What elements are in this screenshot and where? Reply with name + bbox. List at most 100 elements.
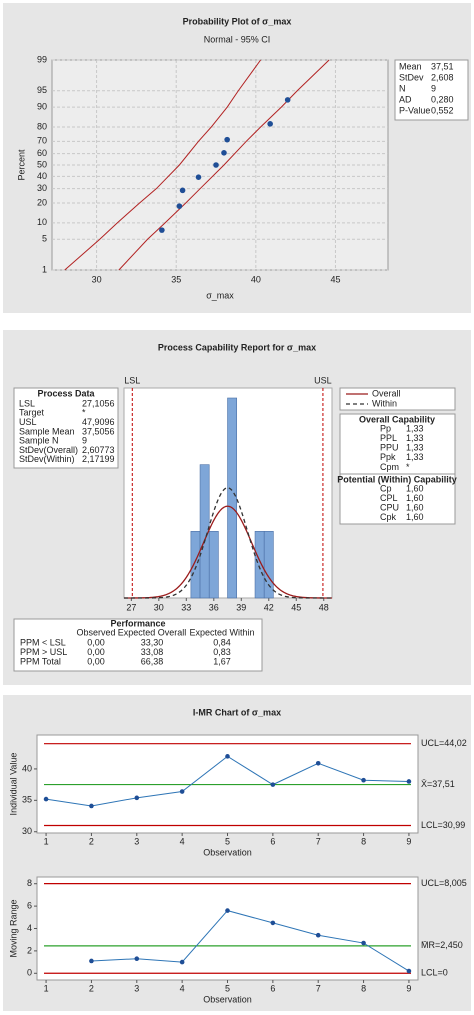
x-tick-label: 40: [251, 274, 261, 284]
ci-bound: [64, 59, 262, 271]
data-point: [89, 803, 94, 809]
y-tick-label: 5: [42, 234, 47, 244]
stats-value: 2,608: [431, 72, 454, 82]
y-tick-label: 8: [27, 878, 32, 888]
x-tick-label: 2: [89, 836, 94, 846]
x-tick-label: 27: [126, 602, 136, 612]
capability-box: [339, 413, 456, 475]
data-point: [134, 795, 140, 801]
density-curve: [124, 505, 332, 599]
x-tick-label: 30: [92, 274, 102, 284]
row-label: Sample N: [19, 436, 59, 446]
y-tick-label: 70: [37, 136, 47, 146]
x-tick-label: 39: [236, 602, 246, 612]
x-tick-label: 7: [316, 836, 321, 846]
x-tick-label: 4: [180, 836, 185, 846]
data-point: [176, 203, 183, 209]
stats-label: P-Value: [399, 105, 430, 115]
x-tick-label: 1: [44, 983, 49, 993]
row-label: PPL: [380, 433, 397, 443]
column-header: Expected Within: [189, 627, 254, 637]
row-label: Cpm: [380, 462, 399, 472]
spec-label: LSL: [124, 375, 140, 385]
row-value: 1,60: [406, 483, 424, 493]
cell: 0,00: [87, 647, 105, 657]
x-axis-label: Observation: [203, 994, 252, 1004]
cell: 0,00: [87, 637, 105, 647]
data-point: [159, 227, 165, 233]
data-point: [224, 136, 230, 143]
row-label: Pp: [380, 423, 391, 433]
limit-label: UCL=44,02: [421, 738, 467, 748]
stats-box: [394, 59, 469, 121]
bar: [190, 531, 201, 599]
x-tick-label: 8: [361, 983, 366, 993]
series-line: [91, 910, 410, 972]
data-point: [225, 754, 230, 759]
cell: 33,30: [141, 637, 164, 647]
row-value: 27,1056: [82, 398, 115, 408]
stats-label: Mean: [399, 61, 422, 71]
data-point: [361, 777, 366, 783]
data-point: [270, 782, 276, 787]
data-point: [179, 187, 186, 194]
data-point: [134, 956, 140, 962]
data-point: [89, 958, 94, 964]
process-data-box: [13, 387, 119, 469]
bar: [254, 531, 265, 599]
data-point: [179, 789, 185, 794]
row-label: StDev(Within): [19, 454, 75, 464]
data-point: [270, 920, 276, 926]
row-value: 1,60: [406, 493, 424, 503]
capability-box: [339, 473, 456, 525]
data-point: [315, 932, 321, 938]
chart-title: Probability Plot of σ_max: [183, 16, 292, 26]
y-tick-label: 30: [22, 826, 32, 836]
row-value: 1,33: [406, 423, 424, 433]
x-tick-label: 5: [225, 836, 230, 846]
row-label: CPL: [380, 493, 398, 503]
y-tick-label: 90: [37, 102, 47, 112]
limit-label: M̄R=2,450: [421, 940, 463, 950]
row-label: PPM Total: [20, 656, 61, 666]
data-point: [284, 97, 291, 103]
row-label: CPU: [380, 503, 399, 513]
y-tick-label: 30: [37, 183, 47, 193]
row-value: 1,60: [406, 512, 424, 522]
limit-label: UCL=8,005: [421, 878, 467, 888]
data-point: [43, 796, 49, 802]
performance-box: [13, 618, 263, 672]
row-value: *: [406, 462, 410, 472]
row-label: Ppk: [380, 452, 396, 462]
x-tick-label: 9: [406, 836, 411, 846]
stats-label: AD: [399, 94, 412, 104]
y-tick-label: 4: [27, 923, 32, 933]
row-label: Target: [19, 408, 45, 418]
row-label: LSL: [19, 398, 35, 408]
box-title: Performance: [110, 618, 165, 628]
y-axis-label: Percent: [16, 149, 26, 181]
row-value: 1,60: [406, 503, 424, 513]
data-point: [406, 968, 412, 974]
x-tick-label: 45: [291, 602, 301, 612]
data-point: [221, 150, 227, 156]
stats-value: 0,552: [431, 105, 454, 115]
cell: 66,38: [141, 656, 164, 666]
x-tick-label: 2: [89, 983, 94, 993]
row-label: PPM < LSL: [20, 637, 66, 647]
x-tick-label: 3: [134, 983, 139, 993]
legend-box: [339, 387, 456, 411]
x-tick-label: 3: [134, 836, 139, 846]
x-axis-label: σ_max: [206, 290, 234, 300]
limit-label: LCL=30,99: [421, 820, 465, 830]
legend-label: Within: [372, 398, 397, 408]
row-value: 2,17199: [82, 454, 115, 464]
column-header: Observed: [76, 627, 115, 637]
row-value: 37,5056: [82, 426, 115, 436]
x-tick-label: 30: [154, 602, 164, 612]
row-value: *: [82, 408, 86, 418]
row-label: USL: [19, 417, 37, 427]
y-tick-label: 6: [27, 900, 32, 910]
x-tick-label: 45: [330, 274, 340, 284]
